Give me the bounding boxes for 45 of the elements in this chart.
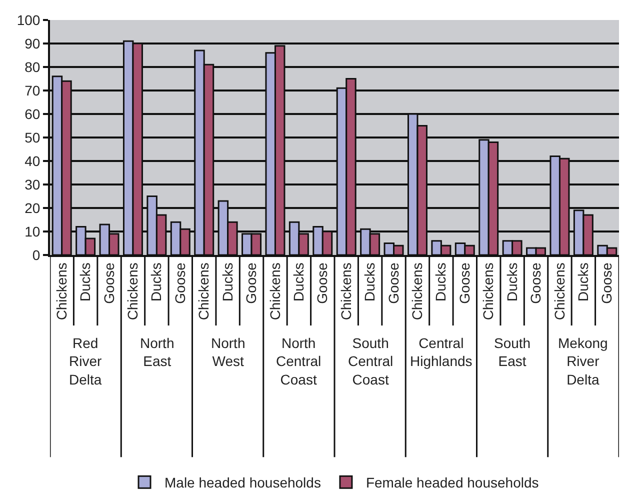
x-tick-label: Goose	[528, 262, 544, 304]
x-tick-label: Chickens	[196, 262, 212, 320]
x-tick-label: Ducks	[77, 262, 94, 302]
x-tick-label: Chickens	[480, 262, 496, 320]
y-tick-label: 10	[24, 223, 40, 240]
x-tick-label: Ducks	[504, 262, 520, 302]
y-tick-label: 0	[32, 246, 40, 263]
text: South East	[494, 335, 531, 370]
y-tick-label: 90	[24, 35, 40, 52]
x-tick-label: Chickens	[266, 262, 283, 320]
y-tick-label: 70	[24, 82, 40, 98]
x-tick-label: Ducks	[362, 262, 378, 302]
x-tick-label: Chickens	[338, 262, 354, 320]
text: Red River Delta	[69, 335, 102, 388]
text: North Central Coast	[276, 335, 322, 388]
y-tick-label: 80	[24, 58, 40, 75]
text: Central Highlands	[410, 335, 472, 370]
y-tick-label: 50	[24, 129, 40, 146]
y-tick-label: 20	[24, 200, 40, 216]
x-tick-label: Chickens	[409, 262, 426, 320]
y-tick-label: 40	[24, 152, 40, 169]
x-tick-label: Goose	[456, 262, 472, 304]
x-tick-label: Chickens	[124, 262, 141, 320]
legend-label: Male headed households	[164, 474, 321, 491]
x-tick-label: Goose	[243, 262, 260, 304]
x-tick-label: Ducks	[432, 262, 449, 302]
x-tick-label: Chickens	[551, 262, 568, 320]
x-tick-label: Goose	[598, 262, 615, 304]
y-tick-label: 100	[16, 12, 40, 28]
x-tick-label: Chickens	[53, 262, 70, 320]
x-tick-label: Goose	[385, 262, 402, 304]
legend-label: Female headed households	[366, 474, 539, 491]
x-tick-label: Ducks	[148, 262, 164, 302]
x-tick-label: Ducks	[290, 262, 306, 302]
text: North East	[140, 335, 174, 370]
y-tick-label: 30	[24, 176, 40, 192]
text: Mekong River Delta	[558, 335, 608, 388]
x-tick-label: Goose	[100, 262, 117, 304]
y-tick-label: 60	[24, 106, 40, 122]
x-tick-label: Goose	[314, 262, 330, 304]
x-tick-label: Goose	[172, 262, 188, 304]
text: North West	[211, 335, 246, 370]
text: South Central Coast	[348, 335, 394, 388]
x-tick-label: Ducks	[574, 262, 591, 302]
x-tick-label: Ducks	[219, 262, 236, 302]
